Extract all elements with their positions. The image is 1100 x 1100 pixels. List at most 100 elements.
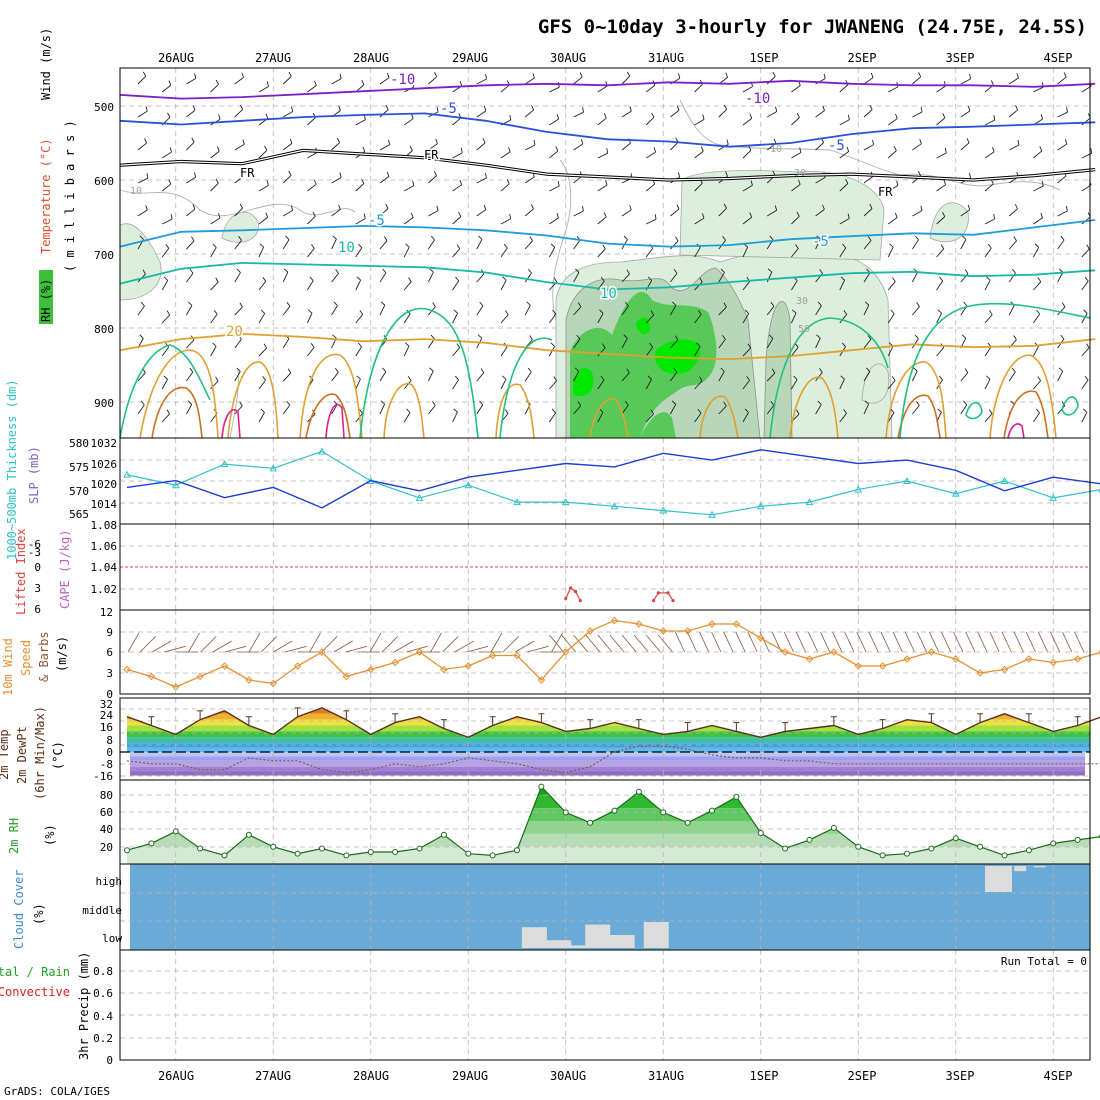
wind-barb xyxy=(258,281,267,291)
rh-marker xyxy=(538,783,545,790)
surface-wind-barb xyxy=(929,631,940,653)
wind-barb-flag xyxy=(817,301,822,306)
wind-barb-flag xyxy=(942,113,946,118)
wind-speed-marker xyxy=(1049,658,1057,667)
wind-barb xyxy=(694,182,703,192)
wind-barb xyxy=(670,371,678,382)
wind-barb xyxy=(694,247,701,258)
wind-barb-flag xyxy=(168,80,172,86)
wind-barb-flag xyxy=(314,80,317,86)
wind-barb-flag xyxy=(380,301,386,306)
wind-barb-flag xyxy=(895,113,898,119)
surface-wind-barb xyxy=(381,636,398,653)
rh-marker xyxy=(1074,836,1081,843)
contour-label: 50 xyxy=(798,324,810,335)
surface-wind-barb xyxy=(164,645,186,653)
temperature-color-bands xyxy=(127,707,1090,776)
wind-barb xyxy=(161,314,171,324)
rh-marker xyxy=(733,793,740,800)
cloud-level-high: high xyxy=(96,875,123,888)
contour-label-group: -10 -10 -5 -5 -5 -5 10 20 FR FR FR 10 30… xyxy=(130,71,895,342)
wind-barb xyxy=(1057,371,1064,382)
wind-barb xyxy=(210,380,219,390)
wind-barb-flag xyxy=(723,302,727,308)
wind-barb xyxy=(234,143,245,151)
wind-barb-flag xyxy=(600,375,605,381)
wind-ylabel: 10m Wind Speed & Barbs (m/s) xyxy=(1,631,69,696)
surface-wind-barb xyxy=(490,632,503,653)
surface-wind-barb xyxy=(977,631,988,653)
wind-barb xyxy=(815,177,826,184)
wind-barb xyxy=(815,404,822,415)
wind-barb-flag xyxy=(193,172,197,178)
rh-band xyxy=(127,833,1090,847)
contour-20 xyxy=(495,383,535,439)
rh-marker xyxy=(928,845,935,852)
stability-ylabel: Lifted Index CAPE (J/kg) xyxy=(14,528,72,615)
ylabel-rh: RH (%) xyxy=(39,279,53,322)
rh-tick: 80 xyxy=(100,789,113,802)
wind-barb xyxy=(621,372,630,382)
wind-speed-marker xyxy=(903,655,911,663)
wind-barb xyxy=(1008,240,1017,250)
wind-barb-flag xyxy=(1036,309,1041,315)
wind-barb-flag xyxy=(699,277,703,283)
wind-barb xyxy=(1008,371,1016,382)
wind-barb-flag xyxy=(1086,244,1090,250)
wind-barb-flag xyxy=(551,408,556,414)
wind-barb-flag xyxy=(629,205,632,211)
wind-speed-marker xyxy=(659,627,667,635)
wind-barb-flag xyxy=(1017,140,1020,146)
wind-barb-flag xyxy=(916,302,920,307)
wind-barb-flag xyxy=(359,409,363,414)
wind-barb-flag xyxy=(146,173,149,179)
wind-barb xyxy=(936,216,946,225)
wind-barb xyxy=(670,404,677,415)
wind-barb xyxy=(162,218,173,225)
lifted-index-tick: 6 xyxy=(34,603,41,616)
pressure-tick: 700 xyxy=(94,249,114,262)
wind-barb-flag xyxy=(406,408,411,413)
contour-20 xyxy=(299,353,363,439)
wind-barb xyxy=(984,378,991,390)
wind-barb xyxy=(887,86,899,93)
wind-barb-flag xyxy=(144,138,147,144)
wind-barb-flag xyxy=(747,343,752,349)
surface-wind-barb xyxy=(139,636,156,653)
rh-region-mid xyxy=(763,301,793,439)
wind-barb xyxy=(863,208,873,217)
cloud-level-low: low xyxy=(102,932,122,945)
wind-barb xyxy=(427,370,434,382)
contour-label: 10 xyxy=(770,144,782,155)
wind-barb-flag xyxy=(722,334,726,340)
wind-barb-flag xyxy=(260,309,265,314)
wind-barb-flag xyxy=(967,105,971,111)
wind-barb xyxy=(791,184,801,192)
surface-wind-barb xyxy=(916,631,927,653)
wind-barb xyxy=(645,247,654,258)
wind-barb xyxy=(863,403,870,415)
rh-marker xyxy=(635,788,642,795)
wind-barb-flag xyxy=(502,276,507,281)
ylabel-temp-3: (6hr Min/Max) xyxy=(33,706,47,800)
wind-barb-flag xyxy=(1083,408,1088,413)
wind-barb xyxy=(549,86,560,93)
rh-marker xyxy=(562,809,569,816)
wind-barb-flag xyxy=(504,409,509,414)
wind-barb xyxy=(1081,379,1089,390)
contour-green xyxy=(965,401,983,420)
wind-barb-flag xyxy=(1013,335,1017,340)
wind-barb xyxy=(912,405,920,415)
upper-air-y-ticks: 500 600 700 800 900 xyxy=(94,101,114,410)
thickness-tick: 575 xyxy=(69,461,89,474)
cloud-bar-low xyxy=(643,922,669,948)
wind-barb-flag xyxy=(774,205,778,211)
surface-wind-barb xyxy=(795,631,806,653)
surface-wind-barb xyxy=(224,645,247,653)
wind-barb-flag xyxy=(817,400,822,405)
wind-barb xyxy=(355,346,363,357)
wind-barb-flag xyxy=(556,114,560,120)
wind-barb-flag xyxy=(940,244,945,249)
wind-barb-flag xyxy=(241,72,245,78)
date-tick-top: 3SEP xyxy=(946,51,975,65)
